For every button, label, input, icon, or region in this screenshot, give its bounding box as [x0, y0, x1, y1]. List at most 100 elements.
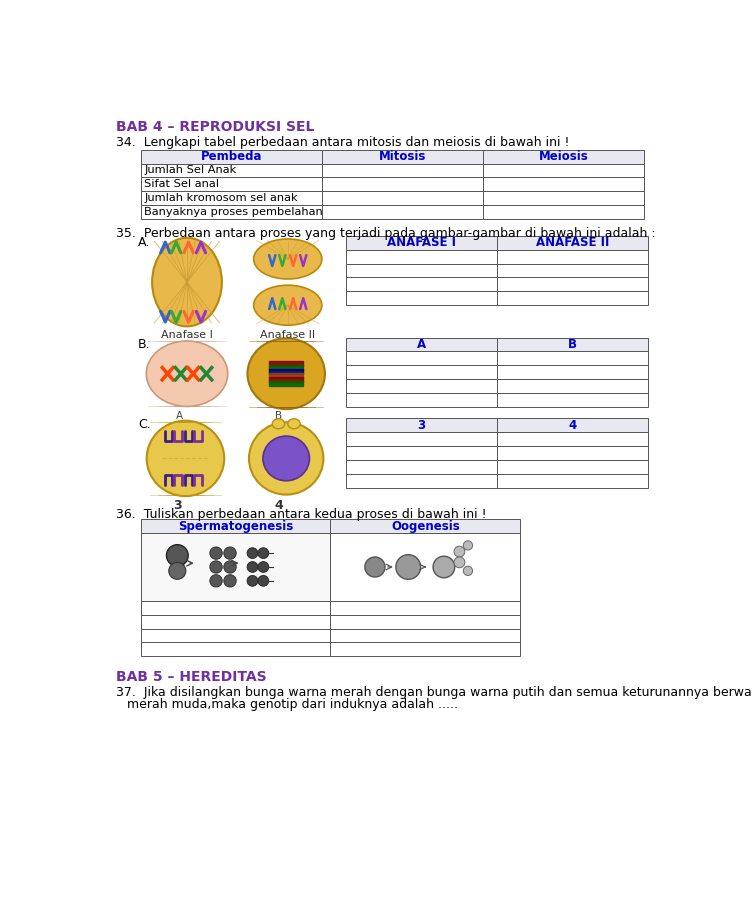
Bar: [497, 264, 648, 278]
Text: 36.  Tuliskan perbedaan antara kedua proses di bawah ini !: 36. Tuliskan perbedaan antara kedua pros…: [116, 509, 487, 522]
Circle shape: [166, 545, 188, 566]
Bar: [497, 351, 648, 366]
Bar: [483, 191, 644, 205]
Text: Spermatogenesis: Spermatogenesis: [177, 520, 293, 532]
Text: 35.  Perbedaan antara proses yang terjadi pada gambar-gambar di bawah ini adalah: 35. Perbedaan antara proses yang terjadi…: [116, 227, 655, 239]
Bar: [483, 178, 644, 191]
Text: ANAFASE I: ANAFASE I: [387, 237, 456, 249]
Circle shape: [210, 561, 223, 573]
Bar: [322, 205, 483, 219]
Bar: [497, 473, 648, 488]
Bar: [322, 191, 483, 205]
Text: BAB 5 – HEREDITAS: BAB 5 – HEREDITAS: [116, 670, 266, 684]
Text: B.: B.: [138, 337, 151, 350]
Bar: [141, 629, 330, 642]
Bar: [346, 366, 497, 379]
Circle shape: [210, 547, 223, 560]
Text: 3: 3: [174, 499, 182, 512]
Bar: [497, 291, 648, 305]
Text: Anafase II: Anafase II: [260, 330, 315, 340]
Ellipse shape: [253, 285, 322, 326]
Bar: [322, 163, 483, 178]
Circle shape: [224, 547, 236, 560]
Bar: [322, 178, 483, 191]
Bar: [141, 150, 322, 163]
Circle shape: [224, 575, 236, 587]
Circle shape: [258, 548, 268, 559]
Circle shape: [247, 548, 258, 559]
Circle shape: [433, 556, 455, 578]
Bar: [330, 629, 520, 642]
Bar: [330, 642, 520, 657]
Circle shape: [210, 575, 223, 587]
Bar: [330, 615, 520, 629]
Text: Banyaknya proses pembelahan: Banyaknya proses pembelahan: [144, 207, 323, 217]
Ellipse shape: [249, 423, 323, 494]
Bar: [346, 351, 497, 366]
Bar: [497, 433, 648, 446]
Ellipse shape: [152, 238, 222, 327]
Bar: [330, 519, 520, 533]
Bar: [497, 366, 648, 379]
Bar: [330, 533, 520, 600]
Bar: [141, 519, 330, 533]
Bar: [497, 249, 648, 264]
Bar: [346, 433, 497, 446]
Bar: [346, 236, 497, 249]
Bar: [346, 446, 497, 460]
Text: BAB 4 – REPRODUKSI SEL: BAB 4 – REPRODUKSI SEL: [116, 121, 314, 134]
Text: 3: 3: [417, 419, 426, 432]
Circle shape: [396, 555, 420, 580]
Text: A.: A.: [138, 236, 150, 249]
Bar: [346, 473, 497, 488]
Bar: [483, 205, 644, 219]
Ellipse shape: [272, 419, 285, 429]
Bar: [141, 533, 330, 600]
Bar: [330, 600, 520, 615]
Text: Jumlah kromosom sel anak: Jumlah kromosom sel anak: [144, 193, 298, 203]
Bar: [497, 418, 648, 433]
Ellipse shape: [253, 239, 322, 279]
Bar: [346, 249, 497, 264]
Bar: [141, 163, 322, 178]
Bar: [497, 278, 648, 291]
Text: merah muda,maka genotip dari induknya adalah .....: merah muda,maka genotip dari induknya ad…: [126, 697, 457, 711]
Ellipse shape: [147, 421, 224, 496]
Bar: [141, 600, 330, 615]
Bar: [497, 337, 648, 351]
Bar: [346, 418, 497, 433]
Circle shape: [247, 561, 258, 572]
Text: C.: C.: [138, 418, 151, 432]
Bar: [346, 264, 497, 278]
Circle shape: [258, 575, 268, 586]
Text: B: B: [568, 338, 577, 351]
Ellipse shape: [288, 419, 300, 429]
Text: Meiosis: Meiosis: [538, 150, 589, 163]
Text: Sifat Sel anal: Sifat Sel anal: [144, 180, 220, 190]
Bar: [141, 191, 322, 205]
Text: 4: 4: [274, 499, 283, 512]
Text: A: A: [176, 411, 183, 421]
Text: 4: 4: [569, 419, 577, 432]
Bar: [141, 205, 322, 219]
Circle shape: [258, 561, 268, 572]
Text: Jumlah Sel Anak: Jumlah Sel Anak: [144, 165, 237, 175]
Text: ANAFASE II: ANAFASE II: [536, 237, 609, 249]
Bar: [483, 150, 644, 163]
Circle shape: [365, 557, 385, 577]
Ellipse shape: [147, 341, 228, 406]
Bar: [497, 236, 648, 249]
Text: Mitosis: Mitosis: [379, 150, 426, 163]
Bar: [346, 291, 497, 305]
Bar: [497, 379, 648, 393]
Bar: [141, 178, 322, 191]
Circle shape: [247, 575, 258, 586]
Bar: [346, 337, 497, 351]
Ellipse shape: [263, 436, 310, 481]
Circle shape: [224, 561, 236, 573]
Ellipse shape: [247, 338, 325, 409]
Circle shape: [454, 546, 465, 557]
Circle shape: [168, 562, 186, 580]
Circle shape: [463, 566, 472, 575]
Bar: [346, 393, 497, 407]
